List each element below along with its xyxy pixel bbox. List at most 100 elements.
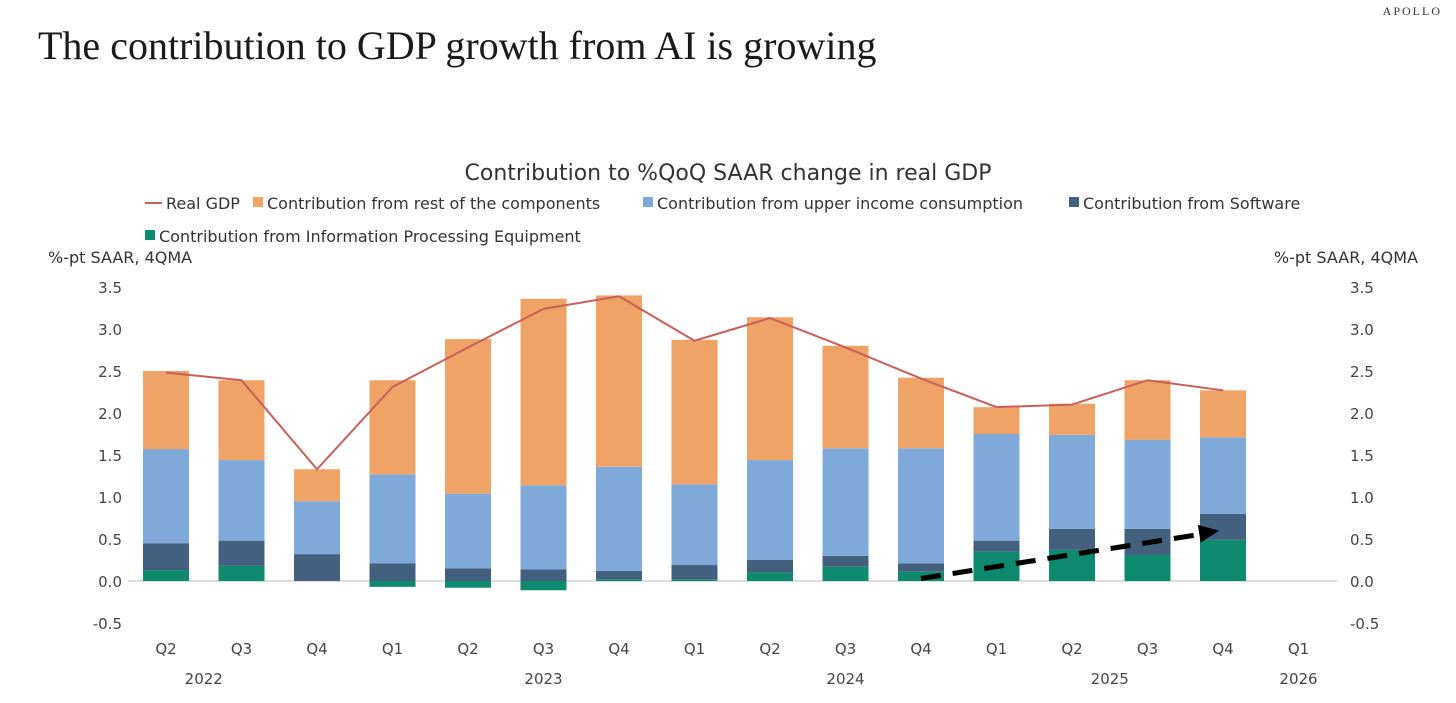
bar-segment — [1200, 390, 1246, 438]
real-gdp-point — [618, 295, 620, 297]
bar-segment — [747, 317, 793, 461]
apollo-logo: APOLLO — [1382, 4, 1442, 18]
bar-segment — [294, 501, 340, 555]
legend-rest: Contribution from rest of the components — [267, 194, 600, 213]
legend-swatch-rest — [253, 197, 263, 207]
bar-segment — [1124, 554, 1171, 581]
x-tick-label: Q3 — [835, 640, 856, 658]
real-gdp-point — [920, 378, 922, 380]
y-tick-left: 2.0 — [98, 405, 122, 423]
bar-segment — [369, 581, 416, 587]
legend-upper: Contribution from upper income consumpti… — [657, 194, 1023, 213]
x-year-label: 2024 — [826, 670, 864, 688]
bar-segment — [596, 579, 642, 581]
y-tick-left: 2.5 — [98, 363, 122, 381]
real-gdp-point — [241, 379, 242, 381]
bar-segment — [520, 485, 567, 570]
y-tick-right: -0.5 — [1350, 615, 1379, 633]
real-gdp-point — [1147, 379, 1148, 381]
x-year-label: 2026 — [1279, 670, 1317, 688]
bar-segment — [596, 570, 642, 580]
real-gdp-point — [845, 346, 846, 348]
x-tick-label: Q2 — [457, 640, 478, 658]
y-axis-label-right: %-pt SAAR, 4QMA — [1274, 248, 1418, 267]
real-gdp-point — [543, 308, 544, 310]
real-gdp-point — [165, 372, 167, 374]
x-tick-label: Q3 — [231, 640, 252, 658]
x-tick-label: Q3 — [1137, 640, 1158, 658]
x-tick-label: Q1 — [1288, 640, 1309, 658]
x-tick-label: Q1 — [684, 640, 705, 658]
bar-segment — [747, 560, 793, 573]
bar-segment — [671, 579, 718, 581]
bar-segment — [143, 570, 189, 581]
trend-arrow-line — [920, 531, 1206, 581]
x-year-label: 2023 — [524, 670, 562, 688]
legend: Real GDP Contribution from rest of the c… — [145, 194, 1300, 246]
y-tick-left: 3.5 — [98, 279, 122, 297]
bar-segment — [822, 448, 869, 556]
bar-segment — [520, 569, 567, 581]
bar-segment — [445, 568, 491, 581]
bar-segment — [294, 554, 340, 581]
x-tick-label: Q4 — [910, 640, 931, 658]
bar-segment — [898, 377, 944, 449]
x-tick-label: Q4 — [608, 640, 629, 658]
legend-swatch-software — [1069, 197, 1079, 207]
x-tick-label: Q1 — [382, 640, 403, 658]
bar-segment — [445, 493, 491, 569]
bar-segment — [898, 563, 944, 572]
bar-segment — [671, 484, 718, 566]
x-tick-label: Q4 — [1212, 640, 1233, 658]
bar-segment — [520, 581, 567, 591]
bar-segment — [445, 581, 491, 588]
trend-arrow-head — [1197, 524, 1219, 543]
bar-segment — [596, 466, 642, 571]
legend-swatch-ipe — [145, 230, 155, 240]
y-tick-right: 1.5 — [1350, 447, 1374, 465]
x-year-label: 2022 — [185, 670, 223, 688]
bar-segment — [218, 460, 265, 541]
bar-segment — [898, 448, 944, 564]
x-tick-label: Q4 — [306, 640, 327, 658]
bar-segment — [822, 345, 869, 449]
y-tick-right: 1.0 — [1350, 489, 1374, 507]
bar-segment — [1124, 439, 1171, 529]
legend-real-gdp: Real GDP — [166, 194, 240, 213]
y-tick-left: 0.5 — [98, 531, 122, 549]
bar-segment — [973, 407, 1020, 434]
headline: The contribution to GDP growth from AI i… — [38, 23, 877, 68]
real-gdp-point — [694, 340, 695, 342]
bar-segment — [143, 449, 189, 544]
y-tick-right: 0.0 — [1350, 573, 1374, 591]
legend-swatch-upper — [643, 197, 653, 207]
real-gdp-point — [996, 406, 997, 408]
bar-segment — [671, 339, 718, 485]
y-tick-left: 3.0 — [98, 321, 122, 339]
bar-segment — [596, 295, 642, 467]
bar-segment — [294, 469, 340, 502]
bar-segment — [1049, 528, 1095, 550]
y-axis-label-left: %-pt SAAR, 4QMA — [48, 248, 192, 267]
real-gdp-point — [769, 317, 771, 319]
bar-segment — [445, 339, 491, 494]
y-tick-left: 1.5 — [98, 447, 122, 465]
y-tick-left: 1.0 — [98, 489, 122, 507]
bar-segment — [369, 380, 416, 475]
bar-segment — [822, 566, 869, 581]
bar-segment — [747, 572, 793, 581]
bar-segment — [822, 555, 869, 567]
y-tick-right: 2.5 — [1350, 363, 1374, 381]
bar-segment — [1200, 437, 1246, 514]
bar-segment — [520, 298, 567, 486]
real-gdp-point — [392, 386, 393, 388]
x-tick-label: Q2 — [1061, 640, 1082, 658]
x-year-label: 2025 — [1091, 670, 1129, 688]
bar-segment — [1049, 403, 1095, 435]
bar-segment — [218, 540, 265, 566]
bar-segment — [218, 380, 265, 461]
chart-title: Contribution to %QoQ SAAR change in real… — [465, 161, 992, 186]
bar-segment — [369, 563, 416, 581]
bar-segment — [1049, 434, 1095, 529]
legend-software: Contribution from Software — [1083, 194, 1300, 213]
